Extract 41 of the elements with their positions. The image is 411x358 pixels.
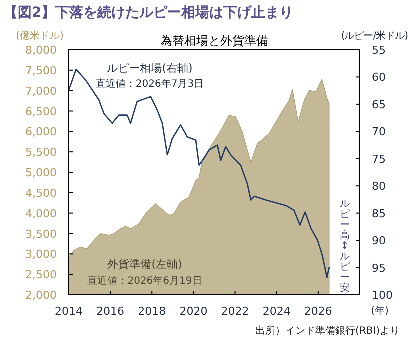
chart-title: 【図2】下落を続けたルピー相場は下げ止まり (4, 5, 294, 21)
y-tick-label: 5,000 (26, 166, 57, 180)
y2-tick-label: 95 (372, 262, 386, 275)
text: ルピー高↕ルピー安 (340, 199, 350, 294)
y-tick-label: 7,000 (26, 84, 57, 98)
y-tick-label: 2,000 (26, 289, 57, 302)
annotation: 直近値：2026年6月19日 (88, 275, 202, 287)
y-tick-label: 3,500 (26, 228, 57, 241)
y-tick-label: 4,500 (26, 186, 57, 200)
y-tick-label: 8,000 (26, 44, 57, 57)
x-tick-label: 2020 (180, 305, 208, 318)
x-tick-label: 2022 (221, 305, 250, 318)
y2-tick-label: 100 (372, 289, 393, 302)
y-tick-label: 4,000 (26, 207, 57, 220)
y-tick-label: 3,000 (26, 248, 57, 262)
x-tick-label: 2016 (96, 305, 125, 318)
y2-tick-label: 70 (372, 126, 386, 139)
x-tick-label: 2014 (55, 305, 83, 318)
y2-tick-label: 55 (372, 44, 386, 57)
text: 出所）インド準備銀行(RBI)より (255, 325, 400, 337)
x-tick-label: 2026 (304, 305, 332, 318)
y2-tick-label: 65 (372, 98, 386, 112)
y-tick-label: 5,500 (26, 146, 57, 160)
y-axis-title: (億米ドル) (16, 30, 64, 42)
x-tick-label: 2018 (138, 305, 166, 318)
y2-axis-title: (ルピー/米ドル) (341, 30, 409, 42)
y-tick-label: 7,500 (26, 64, 57, 78)
chart-subtitle: 為替相場と外貨準備 (160, 34, 268, 48)
annotation: 直近値：2026年7月3日 (96, 78, 204, 90)
y2-tick-label: 80 (372, 180, 386, 194)
x-tick-label: 2024 (262, 305, 291, 318)
y2-tick-label: 75 (372, 152, 386, 166)
y2-tick-label: 90 (372, 234, 386, 248)
y-tick-label: 2,500 (26, 268, 57, 282)
y-tick-label: 6,000 (26, 126, 57, 139)
y-tick-label: 6,500 (26, 105, 57, 118)
y2-tick-label: 85 (372, 207, 386, 220)
y2-tick-label: 60 (372, 71, 386, 84)
series-label: 外貨準備(左軸) (108, 258, 182, 271)
series-label: ルピー相場(右軸) (107, 62, 193, 75)
x-axis-title: (年) (371, 305, 389, 317)
